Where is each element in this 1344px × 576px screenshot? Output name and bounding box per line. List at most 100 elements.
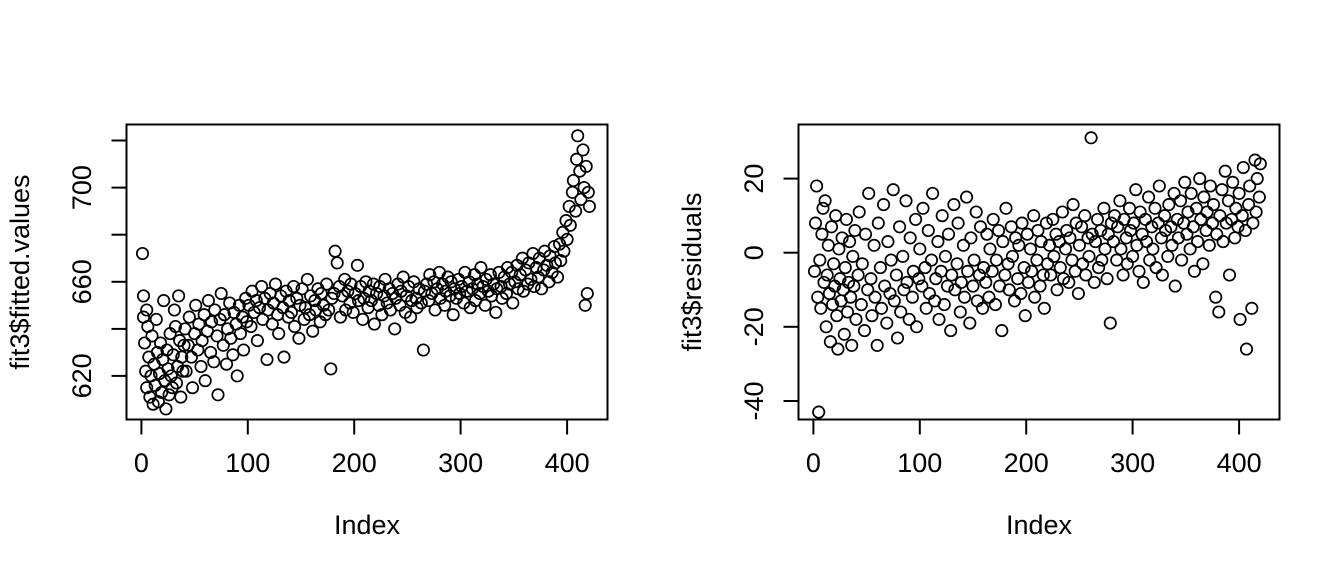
data-point bbox=[861, 283, 875, 297]
data-point bbox=[893, 220, 907, 234]
data-point bbox=[1218, 164, 1232, 178]
data-point bbox=[1049, 227, 1063, 241]
data-point bbox=[1236, 160, 1250, 175]
data-point bbox=[1021, 275, 1035, 289]
data-point bbox=[230, 369, 244, 383]
data-point bbox=[838, 261, 852, 275]
data-point bbox=[205, 315, 219, 329]
data-point bbox=[211, 388, 225, 402]
data-point bbox=[1229, 201, 1243, 215]
data-point bbox=[903, 231, 917, 245]
data-point bbox=[260, 352, 274, 367]
data-point bbox=[980, 227, 994, 241]
data-point bbox=[324, 362, 338, 376]
data-point bbox=[197, 308, 211, 322]
data-point bbox=[1065, 253, 1079, 267]
data-point bbox=[1242, 198, 1256, 212]
data-point bbox=[576, 143, 590, 157]
data-point bbox=[864, 272, 878, 286]
data-point bbox=[862, 186, 876, 200]
data-point bbox=[935, 209, 949, 223]
data-point bbox=[1250, 172, 1264, 186]
data-point bbox=[1036, 268, 1050, 282]
data-point bbox=[569, 204, 583, 218]
data-point bbox=[926, 186, 940, 200]
data-point bbox=[961, 264, 975, 278]
x-tick-label: 0 bbox=[134, 448, 149, 478]
data-point bbox=[1072, 238, 1086, 252]
data-point bbox=[1168, 279, 1182, 293]
data-point bbox=[1104, 216, 1118, 230]
data-point bbox=[1017, 261, 1031, 275]
data-point bbox=[1213, 209, 1227, 223]
data-point bbox=[1090, 212, 1105, 226]
data-point bbox=[1106, 235, 1121, 249]
data-point bbox=[846, 249, 860, 263]
data-point bbox=[953, 305, 967, 319]
y-tick-label: 20 bbox=[739, 164, 769, 194]
data-point bbox=[843, 235, 857, 249]
data-point bbox=[1161, 249, 1175, 263]
data-point bbox=[1154, 231, 1168, 245]
data-point bbox=[1181, 205, 1195, 219]
data-point bbox=[998, 268, 1012, 282]
y-axis-label: fit3$fitted.values bbox=[5, 174, 35, 369]
data-point bbox=[986, 212, 1000, 226]
data-point bbox=[201, 294, 215, 308]
data-point bbox=[1173, 194, 1188, 208]
data-point bbox=[919, 301, 933, 315]
data-point bbox=[973, 220, 988, 234]
y-tick-label: -20 bbox=[739, 307, 769, 346]
data-point bbox=[580, 286, 594, 301]
data-point bbox=[823, 335, 837, 349]
x-tick-label: 300 bbox=[1110, 448, 1155, 478]
data-point bbox=[820, 268, 834, 282]
data-point bbox=[996, 235, 1010, 249]
data-point bbox=[1194, 212, 1208, 226]
data-point bbox=[157, 294, 171, 308]
x-tick-label: 100 bbox=[897, 448, 942, 478]
data-point bbox=[1135, 227, 1149, 241]
data-point bbox=[871, 216, 885, 230]
data-point bbox=[174, 390, 188, 404]
data-point bbox=[818, 194, 832, 208]
data-point bbox=[1158, 209, 1172, 223]
data-point bbox=[388, 322, 402, 336]
data-point bbox=[361, 301, 375, 315]
data-point bbox=[948, 283, 962, 297]
data-point bbox=[578, 298, 592, 312]
data-point bbox=[1033, 279, 1047, 293]
data-point bbox=[1081, 231, 1095, 245]
data-point bbox=[960, 190, 974, 204]
data-point bbox=[1171, 231, 1185, 245]
data-point bbox=[550, 270, 565, 284]
x-tick-label: 200 bbox=[1004, 448, 1049, 478]
data-point bbox=[839, 212, 853, 226]
data-point bbox=[1235, 209, 1249, 223]
data-point bbox=[957, 290, 972, 304]
data-point bbox=[1119, 231, 1133, 245]
data-point bbox=[1092, 261, 1106, 275]
data-point bbox=[339, 303, 353, 317]
data-point bbox=[868, 290, 882, 304]
data-point bbox=[145, 329, 159, 343]
data-point bbox=[1095, 253, 1109, 267]
data-point bbox=[1066, 198, 1080, 212]
data-point bbox=[138, 336, 152, 350]
data-point bbox=[268, 277, 283, 291]
data-point bbox=[516, 284, 530, 298]
data-point bbox=[849, 312, 863, 326]
data-point bbox=[854, 298, 868, 312]
data-point bbox=[941, 227, 956, 241]
data-point bbox=[414, 296, 428, 310]
data-point bbox=[1170, 212, 1184, 226]
data-point bbox=[966, 279, 980, 293]
data-point bbox=[1149, 261, 1163, 275]
data-point bbox=[1078, 209, 1092, 223]
data-point bbox=[1139, 235, 1154, 249]
data-point bbox=[1028, 290, 1042, 304]
data-point bbox=[909, 212, 923, 226]
data-point bbox=[880, 316, 894, 330]
data-point bbox=[159, 402, 173, 416]
data-point bbox=[883, 286, 897, 301]
